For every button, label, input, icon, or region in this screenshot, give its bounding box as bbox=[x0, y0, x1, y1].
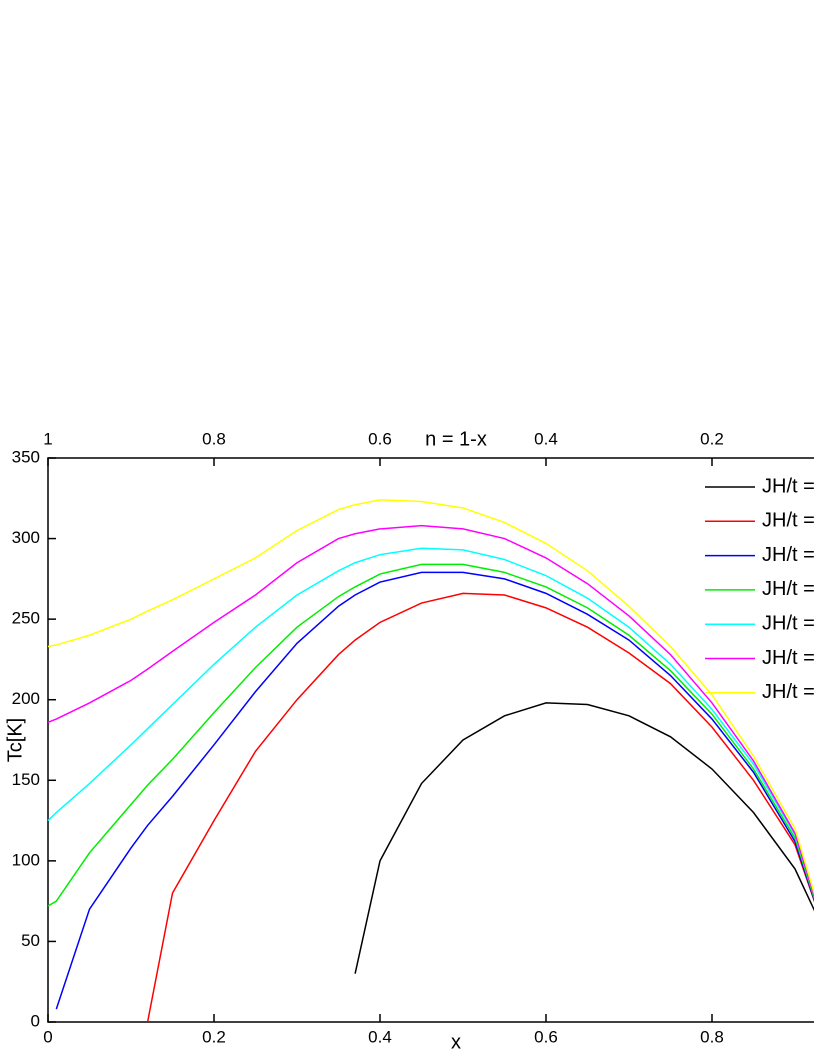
series-line bbox=[47, 547, 814, 898]
y-tick-label: 300 bbox=[12, 528, 40, 547]
y-axis-title: Tc[K] bbox=[4, 718, 26, 762]
series-line bbox=[47, 499, 814, 896]
legend-label: JH/t = bbox=[762, 475, 814, 497]
y-tick-label: 0 bbox=[31, 1011, 40, 1030]
legend-label: JH/t = bbox=[762, 647, 814, 669]
top-tick-label: 1 bbox=[43, 429, 52, 448]
series-line bbox=[354, 702, 814, 974]
y-tick-label: 250 bbox=[12, 609, 40, 628]
plot-frame bbox=[47, 457, 814, 1023]
x-tick-label: 0.8 bbox=[700, 1027, 724, 1046]
series-line bbox=[47, 524, 814, 898]
y-tick-label: 150 bbox=[12, 770, 40, 789]
x-tick-label: 0.4 bbox=[368, 1027, 392, 1046]
series-line bbox=[146, 592, 814, 1023]
x-tick-label: 0.6 bbox=[534, 1027, 558, 1046]
legend-label: JH/t = bbox=[762, 681, 814, 703]
y-tick-label: 350 bbox=[12, 447, 40, 466]
legend-label: JH/t = bbox=[762, 510, 814, 532]
legend-label: JH/t = bbox=[762, 578, 814, 600]
x-tick-label: 0.2 bbox=[202, 1027, 226, 1046]
legend-label: JH/t = bbox=[762, 612, 814, 634]
legend-label: JH/t = bbox=[762, 544, 814, 566]
top-axis-title: n = 1-x bbox=[425, 428, 487, 450]
top-tick-label: 0.6 bbox=[368, 429, 392, 448]
x-tick-label: 0 bbox=[43, 1027, 52, 1046]
x-axis-title: x bbox=[451, 1031, 461, 1053]
y-tick-label: 50 bbox=[21, 931, 40, 950]
y-tick-label: 200 bbox=[12, 689, 40, 708]
y-tick-label: 100 bbox=[12, 850, 40, 869]
top-tick-label: 0.4 bbox=[534, 429, 558, 448]
series-line bbox=[47, 563, 814, 907]
series-line bbox=[55, 571, 814, 1010]
top-tick-label: 0.8 bbox=[202, 429, 226, 448]
top-tick-label: 0.2 bbox=[700, 429, 724, 448]
